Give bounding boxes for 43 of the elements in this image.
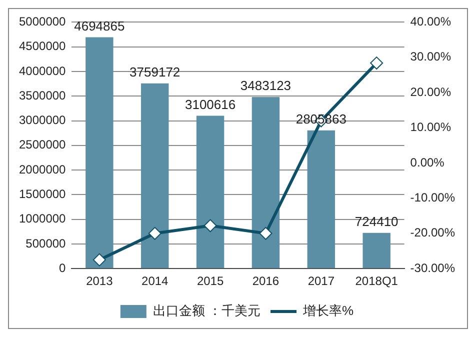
data-label: 3759172 [130, 64, 180, 80]
x-tick-label: 2014 [142, 274, 169, 288]
bar [141, 83, 169, 268]
point [148, 226, 162, 240]
point [370, 56, 384, 70]
bar [196, 116, 224, 268]
y-tick-label: 1000000 [19, 212, 66, 226]
y-tick-label: 500000 [26, 236, 66, 250]
y-tick-label: 2500000 [19, 138, 66, 152]
bar [307, 130, 336, 268]
y2-tick-label: 10.00% [410, 120, 452, 134]
y-tick-label: 3500000 [19, 88, 66, 102]
x-tick-label: 2017 [308, 274, 335, 288]
y2-tick-label: 40.00% [410, 14, 452, 29]
x-tick-label: 2016 [252, 274, 280, 288]
y-tick-label: 4500000 [19, 39, 66, 54]
data-label: 724410 [354, 214, 398, 229]
bar [362, 232, 390, 268]
y-tick-label: 1500000 [19, 186, 66, 201]
x-tick-label: 2018Q1 [355, 274, 398, 288]
bar [252, 96, 280, 268]
y2-tick-label: -20.00% [410, 226, 456, 240]
y-tick-label: 2000000 [19, 162, 66, 176]
y-tick-label: 4000000 [19, 64, 66, 78]
y2-tick-label: -30.00% [410, 260, 456, 275]
y-tick-label: 3000000 [19, 113, 66, 128]
x-tick-label: 2015 [196, 274, 224, 288]
legend-label: 出口金额 ：千美元 [152, 303, 261, 318]
y2-tick-label: 30.00% [410, 50, 452, 64]
y2-tick-label: 20.00% [410, 84, 452, 99]
y2-tick-label: 0.00% [410, 155, 445, 170]
bar [86, 37, 114, 268]
data-label: 3483123 [240, 78, 292, 94]
point [92, 253, 106, 266]
y2-tick-label: -10.00% [410, 190, 456, 205]
data-label: 4694865 [74, 18, 125, 34]
y-tick-label: 0 [59, 260, 66, 275]
legend-label: 增长率% [302, 303, 354, 318]
x-tick-label: 2013 [86, 274, 114, 288]
point [259, 226, 272, 240]
y-tick-label: 5000000 [19, 14, 66, 29]
data-label: 3100616 [184, 96, 236, 112]
point [204, 219, 217, 232]
